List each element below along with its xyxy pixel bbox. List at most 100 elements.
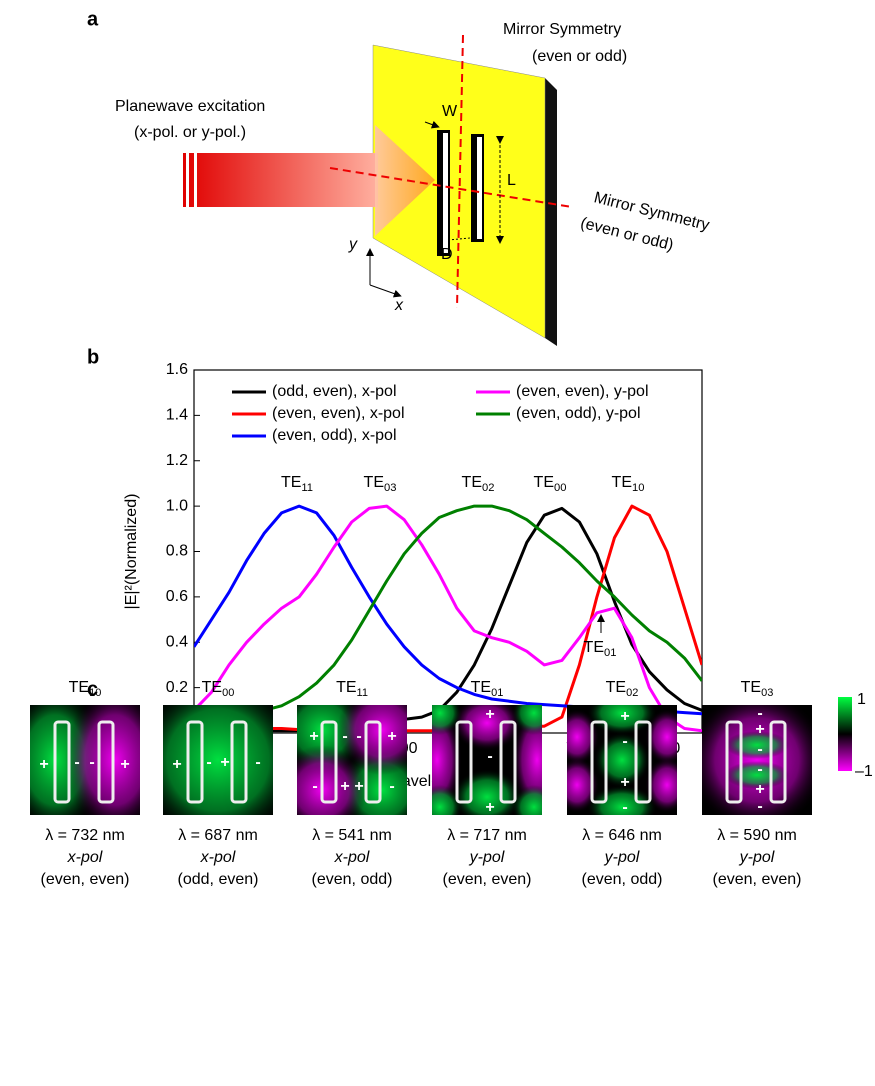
field-map bbox=[297, 705, 407, 815]
panel-label: c bbox=[87, 678, 98, 700]
sign-label: + bbox=[354, 778, 363, 795]
beam-stripe bbox=[194, 153, 197, 207]
field-map bbox=[567, 705, 677, 815]
mode-annotation: TE01 bbox=[584, 639, 617, 659]
slot-outline bbox=[590, 720, 608, 804]
map-title: TE00 bbox=[202, 679, 235, 699]
sign-label: - bbox=[356, 728, 361, 745]
map-title-sub: 02 bbox=[626, 687, 638, 699]
mode-annotation: TE03 bbox=[364, 474, 397, 494]
slot-outline bbox=[53, 720, 71, 804]
slot-outline bbox=[769, 720, 787, 804]
map-title-base: TE bbox=[741, 679, 761, 696]
mode-annotation-base: TE bbox=[364, 474, 384, 491]
plate-edge bbox=[545, 78, 557, 346]
legend-label: (even, odd), y-pol bbox=[516, 405, 641, 422]
map-title-base: TE bbox=[202, 679, 222, 696]
sign-label: - bbox=[757, 705, 762, 722]
map-title-sub: 10 bbox=[89, 687, 101, 699]
field-lobe bbox=[432, 785, 462, 815]
slot-outline bbox=[186, 720, 204, 804]
sign-label: + bbox=[755, 781, 764, 798]
field-lobe bbox=[512, 705, 542, 735]
symmetry-label: (odd, even) bbox=[178, 871, 259, 888]
slot bbox=[477, 137, 482, 239]
field-lobe bbox=[337, 705, 407, 775]
field-map bbox=[432, 705, 542, 815]
sign-label: + bbox=[172, 756, 181, 773]
panel-label: b bbox=[87, 346, 99, 368]
mode-annotation-sub: 00 bbox=[554, 482, 566, 494]
colorbar-label: –1 bbox=[855, 763, 873, 780]
polarization-label: x-pol bbox=[67, 849, 103, 866]
y-tick-label: 0.4 bbox=[166, 633, 188, 650]
axis-label: x bbox=[394, 297, 404, 314]
sign-label: + bbox=[340, 778, 349, 795]
legend-label: (even, odd), x-pol bbox=[272, 427, 397, 444]
y-tick-label: 1.2 bbox=[166, 452, 188, 469]
mode-annotation-sub: 02 bbox=[482, 482, 494, 494]
y-axis-label: |E|²(Normalized) bbox=[123, 494, 140, 610]
mode-annotation-sub: 11 bbox=[301, 482, 313, 494]
map-title-base: TE bbox=[606, 679, 626, 696]
beam-head bbox=[375, 125, 435, 236]
field-map bbox=[702, 705, 812, 815]
map-title-sub: 01 bbox=[491, 687, 503, 699]
map-title-base: TE bbox=[336, 679, 356, 696]
colorbar-label: 1 bbox=[857, 691, 866, 708]
sign-label: - bbox=[206, 754, 211, 771]
field-lobe bbox=[297, 745, 367, 815]
slot-outline bbox=[725, 720, 743, 804]
mode-annotation-base: TE bbox=[584, 639, 604, 656]
polarization-label: y-pol bbox=[604, 849, 640, 866]
sign-label: + bbox=[387, 728, 396, 745]
sign-label: - bbox=[342, 728, 347, 745]
dim-label: D bbox=[441, 246, 453, 263]
symmetry-label: (even, odd) bbox=[312, 871, 393, 888]
wavelength-label: λ = 646 nm bbox=[582, 827, 662, 844]
wavelength-label: λ = 687 nm bbox=[178, 827, 258, 844]
slot-outline bbox=[230, 720, 248, 804]
field-lobe bbox=[645, 757, 677, 813]
schematic bbox=[183, 34, 573, 346]
map-title: TE01 bbox=[471, 679, 504, 699]
mode-annotation: TE02 bbox=[462, 474, 495, 494]
field-map bbox=[30, 705, 140, 815]
slot-outline bbox=[455, 720, 473, 804]
sign-label: + bbox=[220, 754, 229, 771]
axis-label: y bbox=[348, 236, 358, 253]
map-title-base: TE bbox=[69, 679, 89, 696]
sign-label: - bbox=[74, 754, 79, 771]
mode-annotation-sub: 03 bbox=[384, 482, 396, 494]
sign-label: + bbox=[485, 706, 494, 723]
sign-label: - bbox=[757, 741, 762, 758]
sign-label: + bbox=[120, 756, 129, 773]
panel-label: a bbox=[87, 8, 99, 30]
symmetry-label: (even, even) bbox=[41, 871, 130, 888]
dim-label: L bbox=[507, 172, 516, 189]
map-title: TE02 bbox=[606, 679, 639, 699]
slot bbox=[443, 133, 448, 253]
series-line bbox=[194, 506, 702, 733]
map-title: TE10 bbox=[69, 679, 102, 699]
y-tick-label: 0.6 bbox=[166, 588, 188, 605]
slot-outline bbox=[499, 720, 517, 804]
sign-label: - bbox=[757, 798, 762, 815]
axis-arrow bbox=[369, 284, 402, 298]
dim-arrow bbox=[424, 120, 440, 129]
series-line bbox=[194, 504, 702, 733]
y-tick-label: 1.4 bbox=[166, 407, 188, 424]
legend-label: (odd, even), x-pol bbox=[272, 383, 397, 400]
field-lobe bbox=[452, 769, 522, 815]
map-title: TE03 bbox=[741, 679, 774, 699]
mirror-line bbox=[456, 34, 464, 309]
wavelength-label: λ = 732 nm bbox=[45, 827, 125, 844]
sign-label: + bbox=[620, 708, 629, 725]
sign-label: + bbox=[309, 728, 318, 745]
sign-label: - bbox=[622, 733, 627, 750]
slot-outline bbox=[634, 720, 652, 804]
slot-outline bbox=[320, 720, 338, 804]
mirror-label: Mirror Symmetry bbox=[503, 21, 621, 38]
field-lobe bbox=[512, 785, 542, 815]
